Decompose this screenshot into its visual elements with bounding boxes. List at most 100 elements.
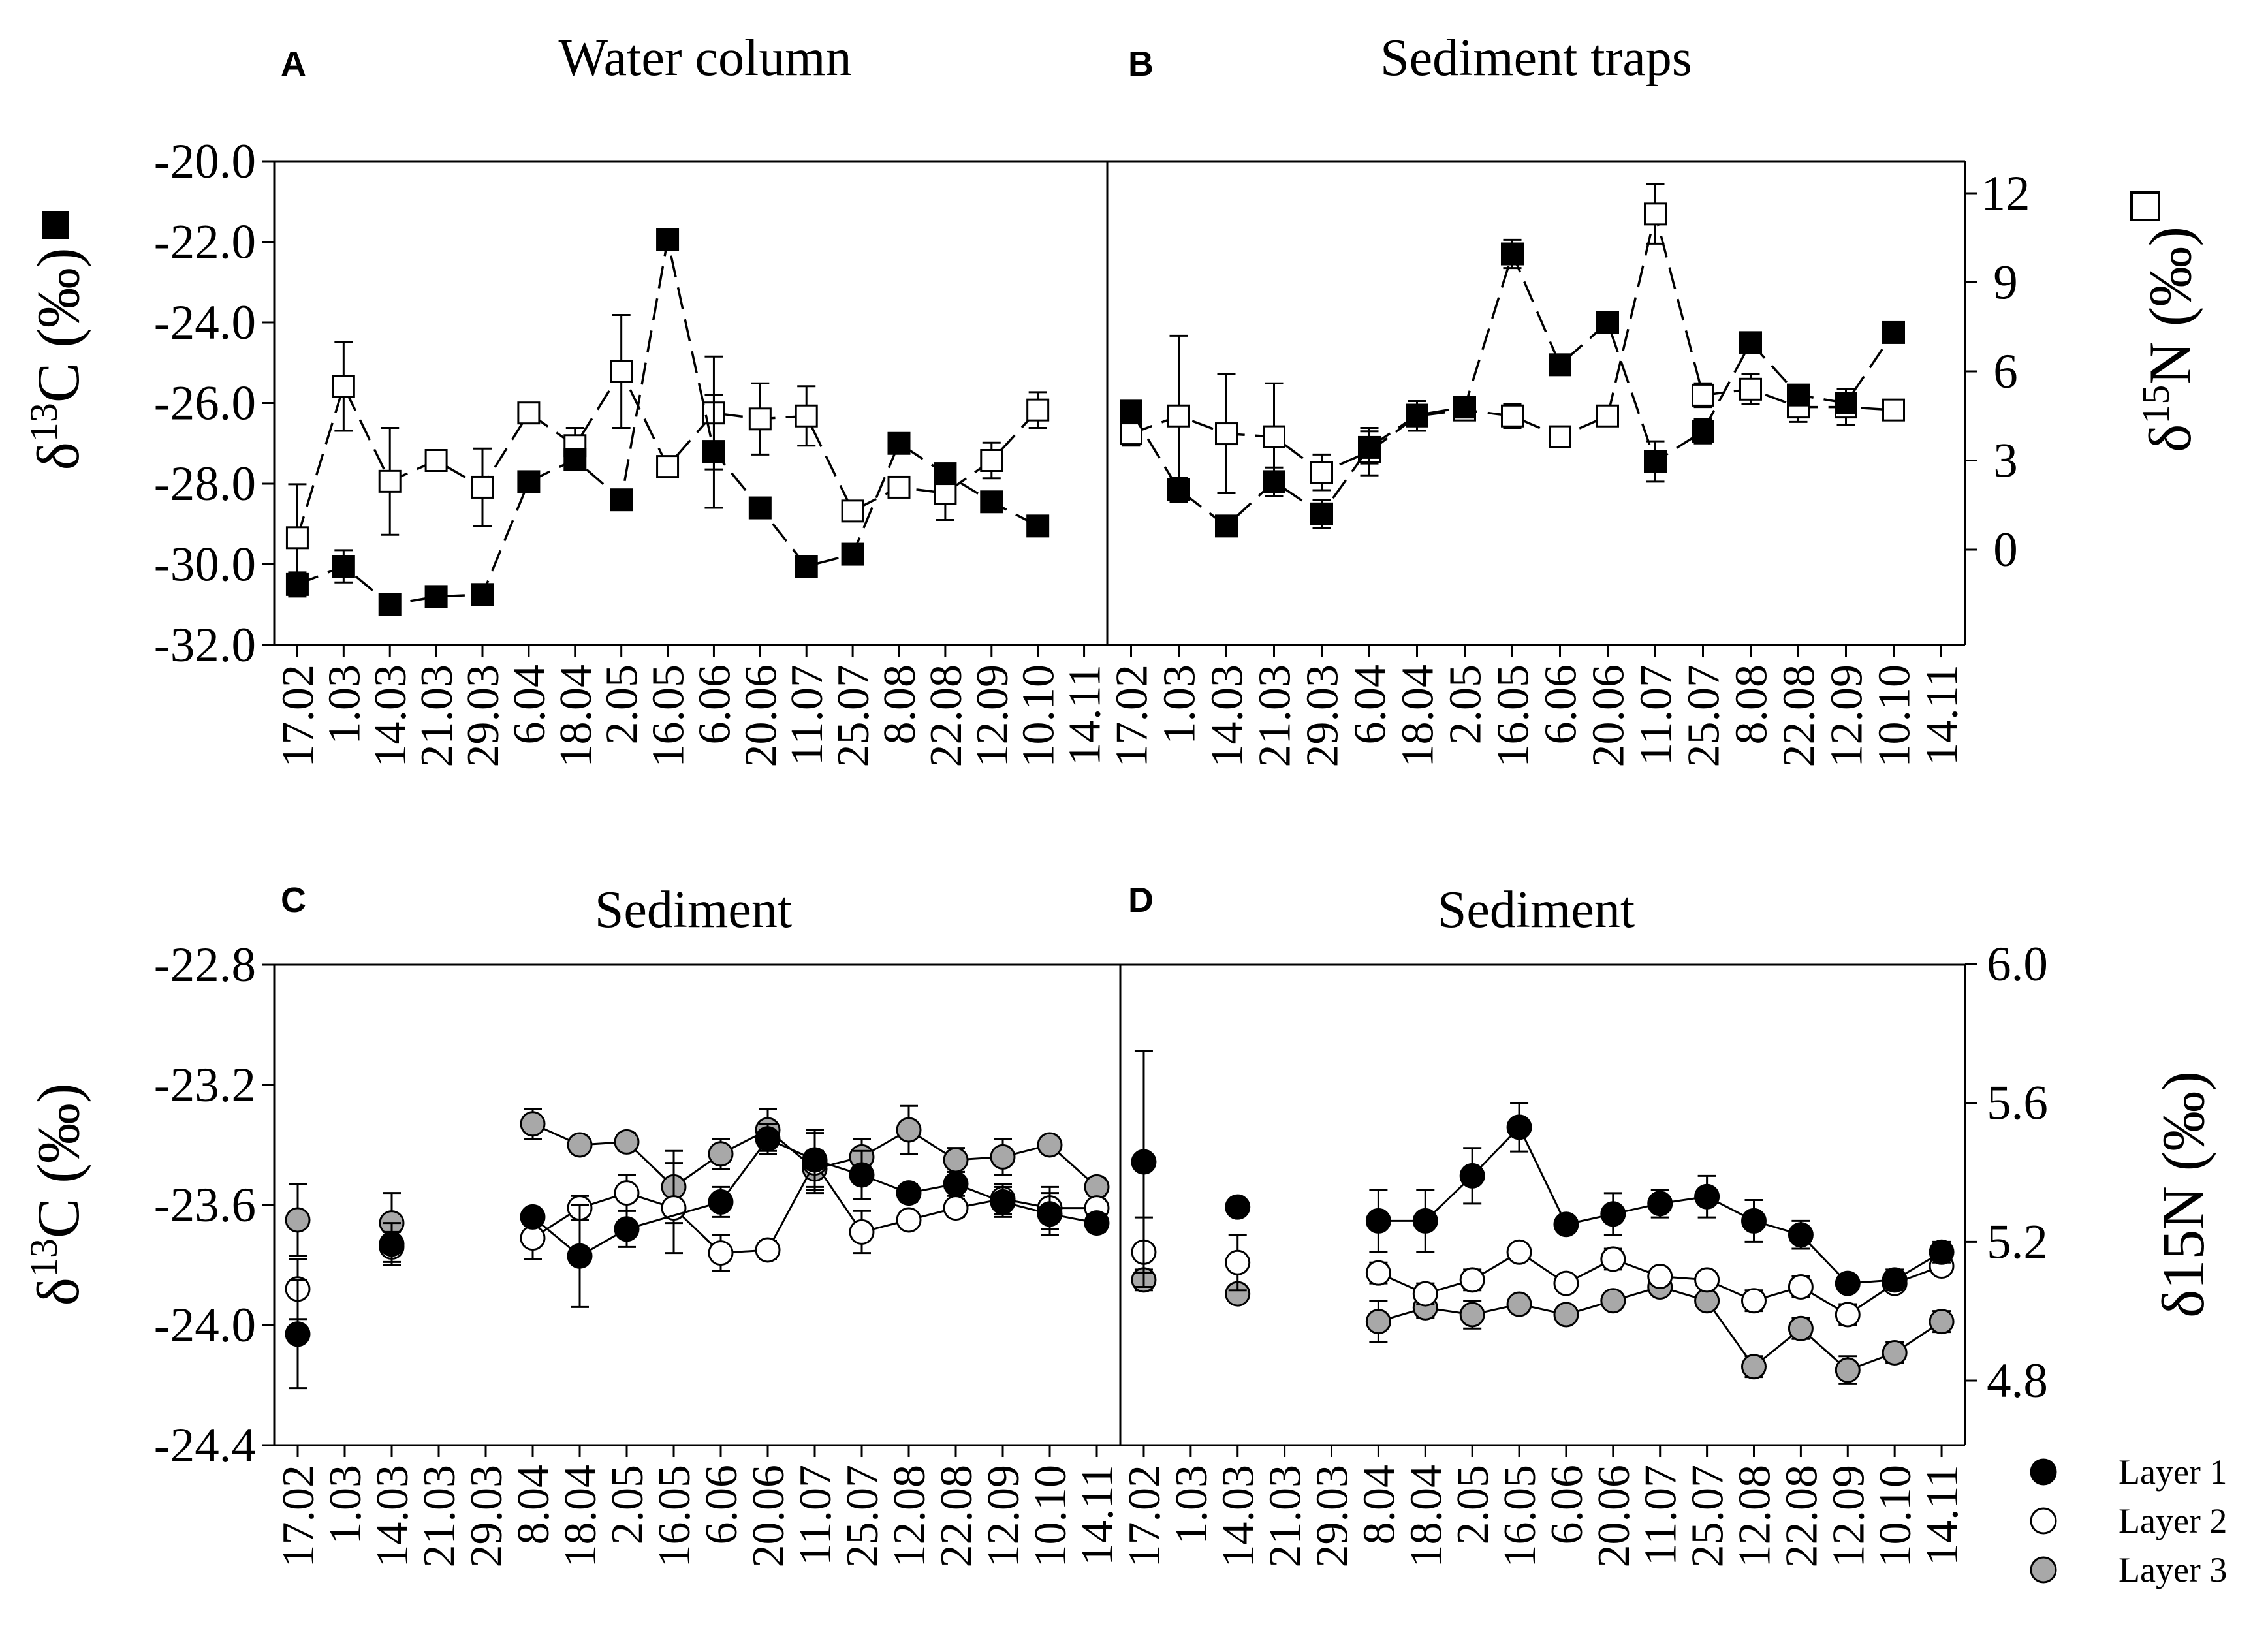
c-layer1-point-filled-circle: [896, 1180, 922, 1206]
y-axis-label-d15n-top: δ15N (‰): [2134, 227, 2203, 452]
c-layer1-point-filled-circle: [708, 1189, 734, 1215]
d-xtick-label: 17.02: [1120, 1465, 1170, 1568]
panel-letter-b: B: [1128, 44, 1154, 84]
d-layer2-point-open-circle: [1600, 1246, 1626, 1272]
c-layer1-point-filled-circle: [990, 1189, 1016, 1215]
d-layer1-point-filled-circle: [1788, 1222, 1814, 1248]
a-d13c-point-filled-square: [702, 440, 725, 463]
c-xtick-label: 2.05: [603, 1465, 653, 1545]
c-layer1-point-filled-circle: [379, 1231, 405, 1257]
panel-letter-a: A: [281, 44, 306, 84]
c-xtick-label: 25.07: [838, 1465, 888, 1568]
a-xtick-label: 1.03: [319, 664, 370, 745]
b-xtick-label: 22.08: [1774, 664, 1825, 768]
y-axis-label-d13c-bottom: δ13C (‰): [22, 1084, 91, 1306]
d-xtick-label: 20.06: [1589, 1465, 1639, 1568]
d-layer2-point-open-circle: [1741, 1288, 1767, 1314]
b-d15n-point-open-square: [1596, 404, 1619, 428]
d-layer1-point-filled-circle: [1412, 1208, 1438, 1234]
panel-c-series: [285, 1104, 1110, 1390]
c-layer3-point-grey-circle: [708, 1141, 734, 1167]
b-xtick-label: 29.03: [1298, 664, 1348, 768]
d-layer1-point-filled-circle: [1835, 1270, 1861, 1296]
b-d13c-point-filled-square: [1692, 420, 1714, 443]
d-xtick-label: 2.05: [1448, 1465, 1498, 1545]
c-xtick-label: 16.05: [650, 1465, 700, 1568]
a-xtick-label: 14.11: [1060, 664, 1110, 766]
c-layer1-point-filled-circle: [1037, 1201, 1063, 1227]
c-xtick-label: 21.03: [415, 1465, 465, 1568]
c-ytick-label: -24.4: [154, 1418, 256, 1473]
a-xtick-label: 17.02: [273, 664, 323, 768]
b-xtick-label: 18.04: [1393, 664, 1443, 768]
c-layer1-point-filled-circle: [614, 1216, 640, 1242]
c-layer1-point-filled-circle: [802, 1147, 828, 1173]
a-xtick-label: 10.10: [1014, 664, 1064, 768]
b-d15n-point-open-square: [1501, 404, 1524, 428]
d-ytick-label: 4.8: [1987, 1354, 2048, 1408]
b-d15n-point-open-square: [1549, 425, 1571, 448]
c-layer1-point-filled-circle: [943, 1171, 969, 1197]
c-xtick-label: 8.04: [509, 1465, 559, 1545]
c-layer2-point-open-circle: [755, 1237, 781, 1263]
panel-letter-c: C: [281, 881, 306, 920]
c-layer2-point-open-circle: [943, 1195, 969, 1221]
b-ytick-label: 3: [1993, 434, 2018, 488]
b-xtick-label: 14.11: [1917, 664, 1968, 766]
c-xtick-label: 29.03: [462, 1465, 512, 1568]
panel-d-series: [1131, 1050, 1955, 1385]
b-d13c-point-filled-square: [1310, 502, 1333, 525]
a-d13c-point-filled-square: [563, 448, 587, 471]
bottom-row-plots: -22.8 -23.2 -23.6 -24.0 -24.4 6.0 5.6 5.2 4.8 17.…: [154, 937, 2048, 1568]
c-layer3-point-grey-circle: [1037, 1132, 1063, 1158]
d15n-open-square-legend-icon: [2130, 191, 2160, 221]
a-d15n-point-open-square: [748, 407, 772, 431]
a-ytick-label: -22.0: [154, 215, 256, 270]
c-xtick-label: 12.08: [885, 1465, 935, 1568]
c-layer2-point-open-circle: [614, 1180, 640, 1206]
a-d15n-point-open-square: [795, 404, 818, 428]
d-layer2-point-open-circle: [1506, 1239, 1532, 1265]
d-layer1-point-filled-circle: [1929, 1239, 1955, 1265]
d-layer3-point-grey-circle: [1459, 1302, 1485, 1328]
c-xtick-label: 6.06: [697, 1465, 747, 1545]
legend-layer2-marker: [2030, 1507, 2057, 1535]
c-layer3-point-grey-circle: [1084, 1174, 1110, 1200]
a-xtick-label: 6.04: [505, 664, 555, 745]
a-xtick-label: 21.03: [412, 664, 462, 768]
b-d15n-point-open-square: [1692, 383, 1714, 407]
d-xtick-label: 25.07: [1683, 1465, 1733, 1568]
a-ytick-label: -24.0: [154, 296, 256, 350]
a-xtick-label: 25.07: [828, 664, 879, 768]
c-xtick-label: 10.10: [1026, 1465, 1076, 1568]
a-d15n-point-open-square: [471, 475, 494, 499]
b-d13c-point-filled-square: [1215, 514, 1238, 538]
b-d13c-point-filled-square: [1644, 450, 1667, 473]
d-layer2-point-open-circle: [1647, 1264, 1673, 1289]
b-xtick-label: 6.04: [1346, 664, 1396, 745]
b-xtick-label: 1.03: [1155, 664, 1205, 745]
c-xtick-label: 12.09: [979, 1465, 1029, 1568]
d-layer3-point-grey-circle: [1929, 1309, 1955, 1335]
c-ytick-label: -23.2: [154, 1058, 256, 1112]
legend-layer3-marker: [2030, 1556, 2057, 1584]
a-d13c-point-filled-square: [610, 488, 633, 512]
c-xtick-label: 14.11: [1073, 1465, 1123, 1566]
b-ytick-label: 6: [1993, 345, 2018, 399]
d-layer3-point-grey-circle: [1553, 1302, 1579, 1328]
c-layer1-point-filled-circle: [285, 1321, 311, 1347]
a-d13c-point-filled-square: [748, 496, 772, 520]
svg-text:δ15N (‰): δ15N (‰): [2134, 227, 2203, 452]
b-xtick-label: 14.03: [1203, 664, 1253, 768]
legend-layer1-marker: [2030, 1458, 2057, 1486]
b-d15n-point-open-square: [1644, 202, 1667, 226]
panel-a-series: [285, 228, 1050, 616]
d-layer1-point-filled-circle: [1694, 1183, 1720, 1210]
d-layer2-point-open-circle: [1412, 1281, 1438, 1307]
d-layer1-point-filled-circle: [1600, 1201, 1626, 1227]
a-d15n-point-open-square: [656, 455, 680, 478]
panel-b-series: [1120, 183, 1905, 538]
a-ytick-label: -30.0: [154, 538, 256, 592]
a-d13c-point-filled-square: [332, 555, 355, 578]
b-d15n-point-open-square: [1263, 425, 1285, 448]
